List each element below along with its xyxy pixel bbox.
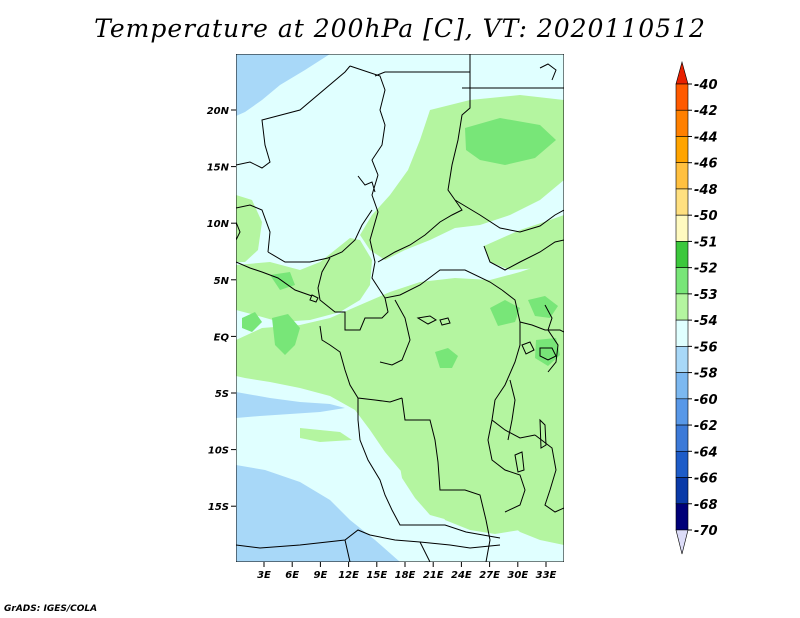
lon-tick-label: 24E	[451, 570, 472, 581]
field-minus53-westcoast	[236, 195, 262, 262]
colorbar-label: -62	[694, 419, 718, 434]
field-minus52-spot-5	[528, 296, 558, 318]
colorbar-segment	[675, 346, 689, 373]
colorbar-label: -64	[694, 445, 718, 460]
lat-tick-label: 15N	[207, 163, 230, 174]
colorbar-segment	[675, 450, 689, 478]
field-minus52-spot-3	[435, 348, 458, 368]
lat-tick-label: 15S	[208, 502, 229, 513]
lon-tick-label: 3E	[257, 570, 271, 581]
field-minus53-sudan	[484, 215, 564, 270]
longitude-axis: 3E 6E 9E 12E 15E 18E 21E 24E 27E 30E 33E	[257, 562, 557, 581]
colorbar-segment	[675, 319, 689, 347]
map-plot-area	[236, 54, 564, 562]
lon-tick-label: 9E	[314, 570, 328, 581]
lat-tick-label: 10S	[208, 446, 229, 457]
field-minus53-southstripe	[300, 428, 352, 442]
lat-tick-label: 10N	[207, 219, 230, 230]
colorbar-segment	[675, 372, 689, 400]
colorbar-label: -40	[694, 78, 718, 93]
field-minus52-spot-6	[535, 338, 560, 366]
colorbar-label: -70	[694, 524, 718, 539]
field-minus56-southwest-2	[236, 392, 345, 418]
colorbar-label: -54	[694, 314, 718, 329]
colorbar-segment	[675, 162, 689, 190]
latitude-axis: 20N 15N 10N 5N EQ 5S 10S 15S	[207, 106, 236, 513]
field-minus53-west	[236, 238, 372, 322]
lon-tick-label: 27E	[479, 570, 500, 581]
colorbar-segment	[675, 109, 689, 137]
colorbar-label: -48	[694, 183, 718, 198]
colorbar-segment	[675, 136, 689, 164]
colorbar-segment	[675, 83, 689, 111]
colorbar-label: -42	[694, 104, 718, 119]
field-minus52-spot-2	[272, 314, 300, 355]
colorbar-segment	[675, 424, 689, 452]
colorbar-label: -56	[694, 340, 718, 355]
colorbar-segment	[675, 267, 689, 295]
colorbar-label: -52	[694, 262, 718, 277]
lat-tick-label: 5N	[214, 276, 230, 287]
lat-tick-label: 20N	[207, 106, 230, 117]
colorbar-label: -66	[694, 472, 718, 487]
colorbar-label: -46	[694, 157, 718, 172]
lat-tick-label: 5S	[215, 389, 229, 400]
lon-tick-label: 21E	[423, 570, 444, 581]
colorbar-label: -44	[694, 130, 718, 145]
colorbar-top-arrow	[675, 60, 689, 85]
lat-tick-label: EQ	[214, 332, 230, 343]
lon-tick-label: 6E	[285, 570, 299, 581]
colorbar-label: -60	[694, 393, 718, 408]
colorbar-segment	[675, 477, 689, 505]
field-minus53-sahara-dark	[465, 118, 556, 165]
field-minus52-spot-1	[242, 312, 262, 332]
lakes	[309, 294, 557, 473]
field-minus53-central	[236, 255, 564, 534]
field-minus56-southwest	[236, 465, 400, 562]
lon-tick-label: 15E	[366, 570, 387, 581]
colorbar-label: -58	[694, 367, 718, 382]
field-minus52-spot-4	[490, 300, 520, 326]
grads-credit: GrADS: IGES/COLA	[4, 604, 98, 614]
colorbar-segment	[675, 293, 689, 321]
colorbar-label: -53	[694, 288, 718, 303]
field-minus53-angola	[395, 440, 452, 520]
colorbar: -40 -42 -44 -46 -48 -50 -51 -52 -53 -54 -56 -58 -60 -…	[675, 60, 718, 555]
colorbar-segment	[675, 214, 689, 242]
map-title: Temperature at 200hPa [C], VT: 202011051…	[94, 14, 706, 43]
colorbar-segment	[675, 241, 689, 268]
colorbar-segment	[675, 398, 689, 426]
colorbar-label: -50	[694, 209, 718, 224]
colorbar-bottom-arrow	[675, 529, 689, 555]
colorbar-segment	[675, 188, 689, 216]
lon-tick-label: 30E	[507, 570, 528, 581]
lon-tick-label: 33E	[536, 570, 557, 581]
field-minus56-northwest	[236, 54, 330, 116]
colorbar-label: -68	[694, 498, 718, 513]
country-borders	[236, 54, 564, 562]
colorbar-label: -51	[694, 235, 718, 250]
field-minus53-south	[505, 498, 564, 545]
colorbar-segment	[675, 503, 689, 531]
lon-tick-label: 18E	[395, 570, 416, 581]
lon-tick-label: 12E	[338, 570, 359, 581]
